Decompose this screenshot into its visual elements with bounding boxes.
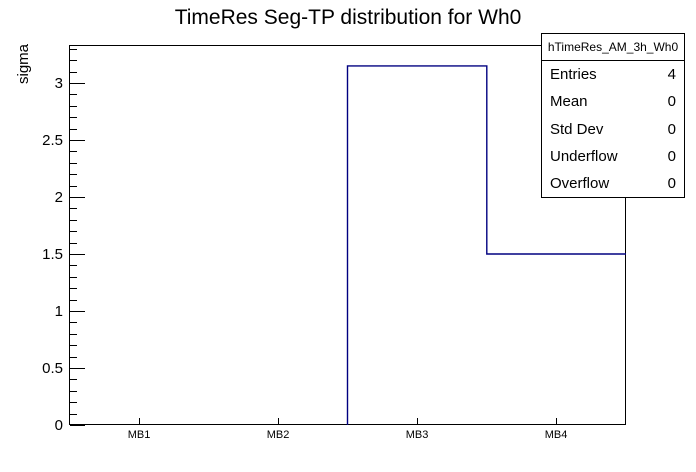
stats-row-label: Overflow: [550, 174, 610, 192]
chart-title: TimeRes Seg-TP distribution for Wh0: [174, 6, 522, 29]
stats-row-label: Entries: [550, 66, 597, 84]
stats-row-value: 0: [667, 120, 676, 138]
y-minor-tick: [70, 243, 77, 244]
x-bin-tick: [139, 418, 140, 425]
y-tick-label: 1: [54, 303, 63, 320]
y-major-tick: [70, 140, 85, 141]
stats-row: Underflow 0: [542, 143, 684, 170]
x-bin-label: MB3: [405, 429, 429, 441]
stats-row-label: Std Dev: [550, 120, 604, 138]
stats-box: hTimeRes_AM_3h_Wh0 Entries 4 Mean 0 Std Dev 0…: [541, 33, 685, 198]
y-tick-label: 3: [54, 75, 63, 92]
y-major-tick: [70, 254, 85, 255]
y-minor-tick: [70, 288, 77, 289]
x-bin-tick: [278, 418, 279, 425]
y-minor-tick: [70, 277, 77, 278]
y-minor-tick: [70, 300, 77, 301]
x-bin-tick: [417, 418, 418, 425]
y-minor-tick: [70, 345, 77, 346]
y-minor-tick: [70, 94, 77, 95]
stats-row-value: 4: [667, 66, 676, 84]
y-major-tick: [70, 83, 85, 84]
y-minor-tick: [70, 265, 77, 266]
y-minor-tick: [70, 129, 77, 130]
stats-row: Mean 0: [542, 88, 684, 115]
y-tick-label: 0.5: [42, 360, 63, 377]
y-major-tick: [70, 311, 85, 312]
y-minor-tick: [70, 208, 77, 209]
y-minor-tick: [70, 414, 77, 415]
stats-row-value: 0: [667, 93, 676, 111]
y-minor-tick: [70, 60, 77, 61]
y-minor-tick: [70, 220, 77, 221]
y-minor-tick: [70, 117, 77, 118]
x-bin-tick: [556, 418, 557, 425]
y-minor-tick: [70, 334, 77, 335]
y-minor-tick: [70, 379, 77, 380]
stats-box-title: hTimeRes_AM_3h_Wh0: [542, 34, 684, 61]
y-major-tick: [70, 425, 85, 426]
stats-row: Entries 4: [542, 61, 684, 88]
y-minor-tick: [70, 106, 77, 107]
stats-row-label: Underflow: [550, 147, 618, 165]
y-minor-tick: [70, 72, 77, 73]
y-major-tick: [70, 368, 85, 369]
y-minor-tick: [70, 151, 77, 152]
y-tick-label: 0: [54, 417, 63, 434]
stats-row: Overflow 0: [542, 170, 684, 197]
y-minor-tick: [70, 174, 77, 175]
y-major-tick: [70, 197, 85, 198]
x-bin-label: MB4: [544, 429, 568, 441]
y-tick-label: 2.5: [42, 132, 63, 149]
y-minor-tick: [70, 402, 77, 403]
y-minor-tick: [70, 163, 77, 164]
y-tick-label: 1.5: [42, 246, 63, 263]
stats-row-value: 0: [667, 147, 676, 165]
y-minor-tick: [70, 231, 77, 232]
stats-row: Std Dev 0: [542, 115, 684, 142]
y-minor-tick: [70, 357, 77, 358]
x-bin-label: MB2: [266, 429, 290, 441]
y-tick-label: 2: [54, 189, 63, 206]
stats-row-value: 0: [667, 174, 676, 192]
stats-row-label: Mean: [550, 93, 588, 111]
y-minor-tick: [70, 322, 77, 323]
y-minor-tick: [70, 391, 77, 392]
y-minor-tick: [70, 186, 77, 187]
x-bin-label: MB1: [127, 429, 151, 441]
stats-box-rows: Entries 4 Mean 0 Std Dev 0 Underflow 0 Overflow 0: [542, 61, 684, 197]
y-minor-tick: [70, 49, 77, 50]
